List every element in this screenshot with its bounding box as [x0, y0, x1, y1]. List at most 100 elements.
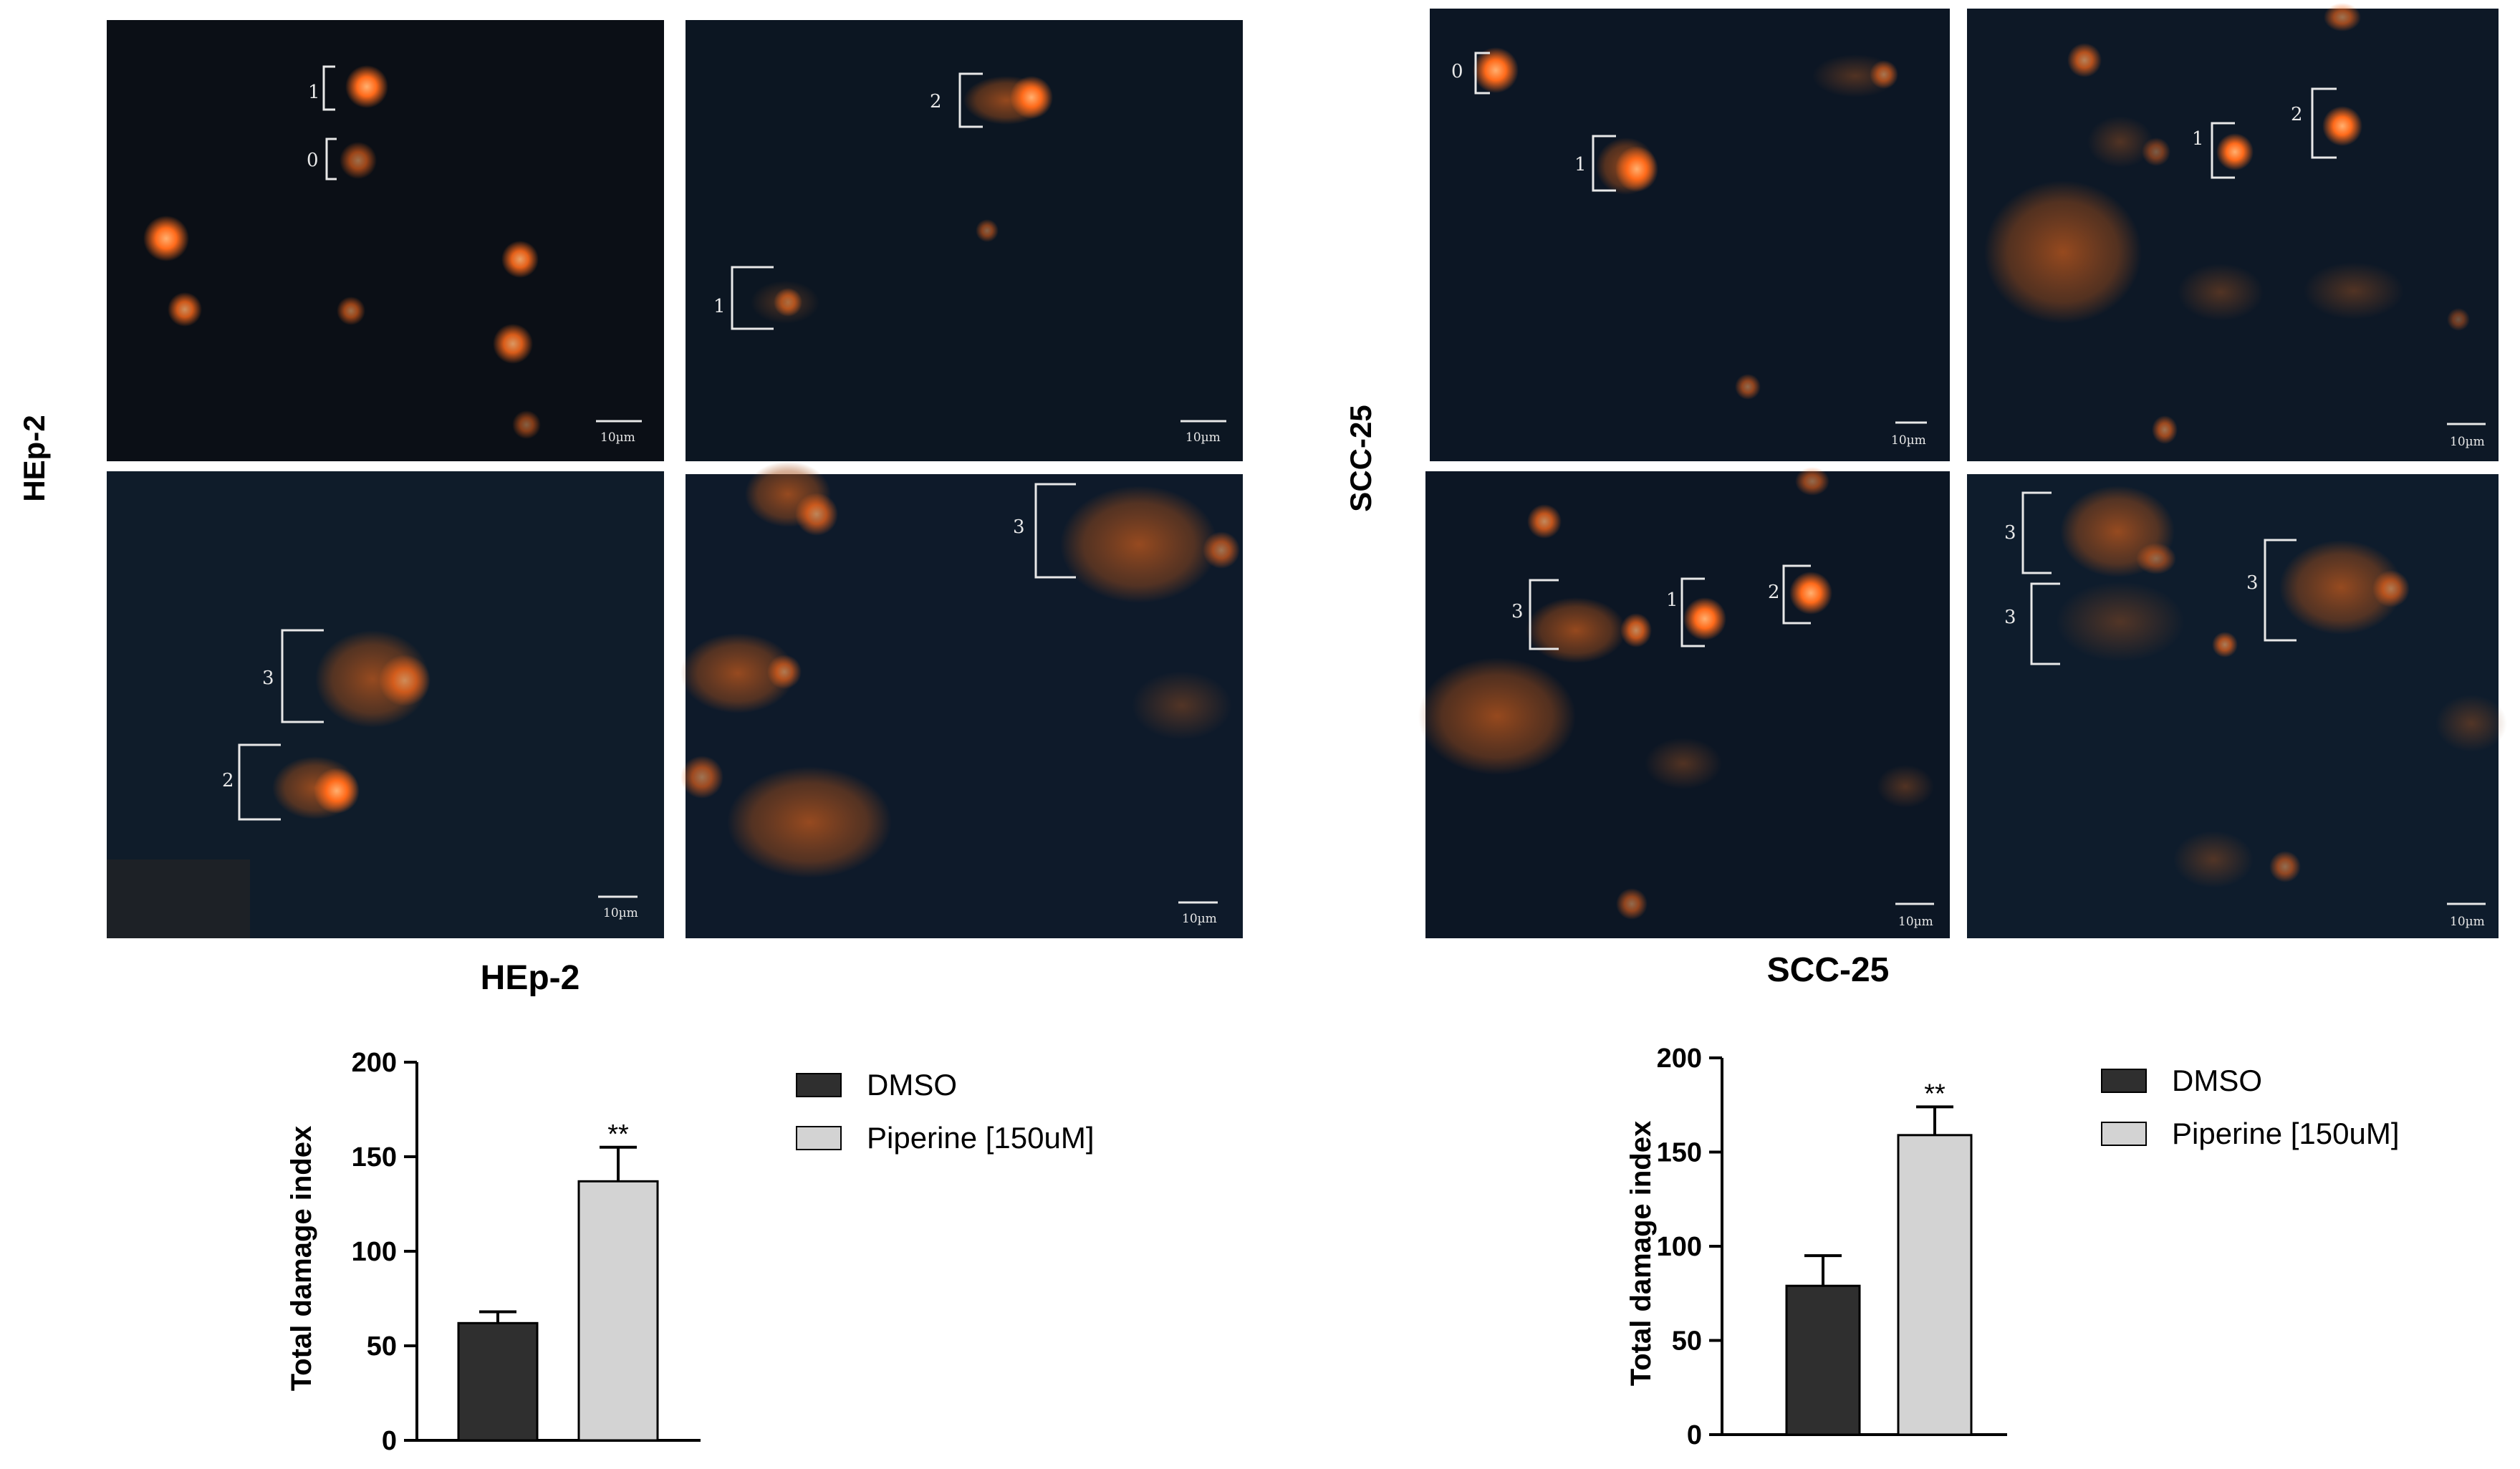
- bar-dmso: [457, 1321, 539, 1442]
- comet-score: 1: [1666, 589, 1678, 611]
- comet-score: 1: [713, 296, 726, 317]
- comet-tail: [2435, 695, 2507, 752]
- nucleus-blob: [1870, 60, 1898, 89]
- legend-label-piperine: Piperine [150uM]: [867, 1121, 1095, 1155]
- nucleus-blob: [2447, 308, 2470, 331]
- legend-swatch-piperine: [2101, 1122, 2147, 1146]
- scale-bar-label: 10µm: [2450, 915, 2485, 929]
- comet-score: 3: [1013, 516, 1025, 538]
- scc25-micrograph-3: 3 1 2 10µm: [1418, 467, 1950, 938]
- comet-tail: [2304, 262, 2404, 319]
- comet-tail: [751, 281, 819, 324]
- nucleus-blob: [2136, 543, 2176, 574]
- y-tick-label: 150: [1657, 1138, 1702, 1168]
- hep2-micrograph-4: 3 10µm: [681, 461, 1243, 938]
- y-tick-label: 0: [1687, 1420, 1702, 1450]
- comet-tail: [727, 766, 892, 878]
- nucleus-blob: [493, 324, 533, 364]
- comet-tail: [2279, 540, 2403, 635]
- nucleus-blob: [1620, 613, 1652, 647]
- comet-tail: [2173, 831, 2254, 888]
- nucleus-blob: [1527, 504, 1562, 539]
- scale-bar-label: 10µm: [1186, 430, 1221, 445]
- comet-tail: [1645, 738, 1722, 789]
- y-tick-label: 100: [352, 1237, 397, 1267]
- comet-score: 1: [308, 82, 320, 103]
- y-tick-label: 0: [382, 1426, 397, 1456]
- legend-label-dmso: DMSO: [867, 1068, 957, 1102]
- nucleus-blob: [1795, 467, 1829, 496]
- scc25-caption: SCC-25: [1767, 951, 1890, 989]
- nucleus-blob: [501, 241, 539, 278]
- nucleus-blob: [1203, 531, 1240, 569]
- nucleus-blob: [340, 142, 377, 179]
- comet-tail: [1418, 658, 1576, 775]
- comet-score: 3: [2246, 572, 2259, 594]
- hep2-row-label: HEp-2: [17, 415, 51, 501]
- scc25-micrograph-1: 0 1 10µm: [1430, 9, 1950, 461]
- y-tick-label: 50: [1672, 1326, 1702, 1357]
- y-tick-label: 150: [352, 1142, 397, 1172]
- significance-label: **: [1924, 1079, 1946, 1109]
- comet-score: 0: [307, 150, 319, 171]
- nucleus-blob: [2142, 138, 2170, 166]
- scc25-damage-chart: 0 50 100 150 200 Total damage index ** DMSO Pipe…: [1625, 1044, 2400, 1450]
- nucleus-blob: [1616, 888, 1648, 920]
- nucleus-blob: [2152, 415, 2178, 444]
- nucleus-blob: [143, 216, 189, 261]
- scale-bar-label: 10µm: [2450, 435, 2485, 449]
- comet-score: 3: [2004, 607, 2016, 628]
- scale-bar-label: 10µm: [1182, 912, 1217, 926]
- scc25-row-label: SCC-25: [1344, 405, 1377, 511]
- nucleus-blob: [1615, 146, 1658, 192]
- comet-score: 1: [2192, 128, 2204, 150]
- nucleus-blob: [2372, 570, 2410, 607]
- legend-swatch-dmso: [796, 1073, 842, 1097]
- scc25-micrograph-4: 3 3 3 10µm: [1967, 474, 2507, 938]
- comet-score: 2: [222, 770, 234, 791]
- nucleus-blob: [681, 756, 723, 799]
- scale-bar-label: 10µm: [603, 906, 638, 920]
- comet-tail: [2087, 116, 2153, 168]
- nucleus-blob: [2212, 632, 2238, 658]
- nucleus-blob: [337, 297, 365, 325]
- hep2-damage-chart: 0 50 100 150 200 Total damage index ** DMSO Pipe…: [286, 1048, 1095, 1456]
- y-tick-label: 200: [1657, 1044, 1702, 1074]
- comet-score: 0: [1451, 61, 1463, 82]
- comet-tail: [1060, 486, 1218, 603]
- scale-bar-label: 10µm: [1898, 915, 1933, 929]
- comet-score: 2: [2291, 104, 2303, 125]
- nucleus-blob: [379, 655, 431, 706]
- nucleus-blob: [2324, 3, 2361, 32]
- scc25-micrograph-2: 1 2 10µm: [1967, 3, 2499, 461]
- nucleus-blob: [795, 493, 838, 536]
- bar-piperine: [577, 1180, 659, 1442]
- y-axis-label: Total damage index: [286, 1126, 317, 1391]
- y-tick-label: 50: [367, 1331, 397, 1362]
- nucleus-blob: [512, 410, 541, 439]
- comet-tail: [1984, 180, 2142, 324]
- y-tick-label: 200: [352, 1048, 397, 1078]
- hep2-caption: HEp-2: [481, 959, 580, 997]
- comet-score: 3: [1511, 601, 1524, 622]
- nucleus-blob: [2067, 43, 2102, 77]
- significance-label: **: [607, 1119, 629, 1150]
- comet-score: 3: [262, 668, 274, 689]
- bar-piperine: [1897, 1134, 1973, 1436]
- bar-dmso: [1785, 1284, 1861, 1436]
- comet-score: 3: [2004, 522, 2016, 544]
- legend-label-dmso: DMSO: [2172, 1064, 2262, 1097]
- comet-tail: [1526, 597, 1626, 663]
- nucleus-blob: [767, 655, 802, 689]
- nucleus-blob: [1735, 374, 1761, 400]
- hep2-micrograph-1: 1 0 10µm: [107, 20, 664, 461]
- hep2-panel: HEp-2 1 0 10µm 2: [17, 20, 1243, 997]
- nucleus-blob: [2322, 106, 2362, 146]
- comet-tail: [1877, 765, 1934, 808]
- nucleus-blob: [1789, 572, 1832, 615]
- nucleus-blob: [976, 219, 999, 242]
- nucleus-blob: [1010, 76, 1053, 119]
- comet-tail: [1132, 671, 1232, 740]
- hep2-micrograph-3: 3 2 10µm: [107, 471, 664, 938]
